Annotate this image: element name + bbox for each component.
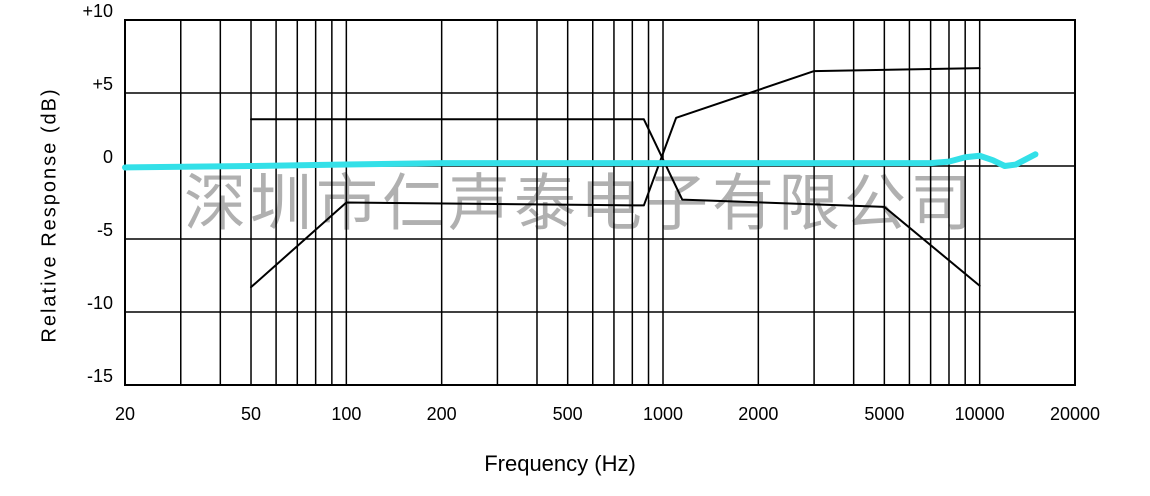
x-tick-label: 500	[553, 404, 583, 424]
x-tick-label: 10000	[955, 404, 1005, 424]
x-tick-label: 1000	[643, 404, 683, 424]
series-line	[122, 151, 1039, 171]
x-tick-label: 100	[331, 404, 361, 424]
y-axis-title: Relative Response (dB)	[38, 87, 60, 342]
y-tick-label: -10	[87, 293, 113, 313]
y-tick-label: -5	[97, 220, 113, 240]
x-tick-label: 20000	[1050, 404, 1100, 424]
x-tick-label: 200	[427, 404, 457, 424]
y-tick-label: -15	[87, 366, 113, 386]
series-line	[250, 118, 981, 287]
x-tick-label: 2000	[738, 404, 778, 424]
y-tick-label: +5	[92, 74, 113, 94]
x-axis-title: Frequency (Hz)	[484, 451, 636, 476]
x-tick-label: 50	[241, 404, 261, 424]
x-tick-label: 5000	[864, 404, 904, 424]
x-tick-label: 20	[115, 404, 135, 424]
y-tick-label: +10	[82, 1, 113, 21]
y-tick-label: 0	[103, 147, 113, 167]
